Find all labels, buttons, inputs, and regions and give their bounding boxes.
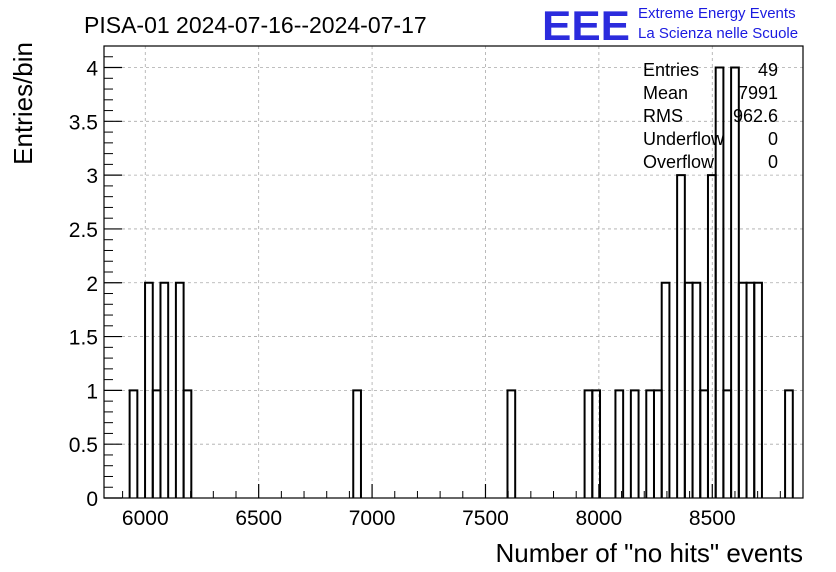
y-tick-label: 1 — [86, 380, 98, 403]
histogram-bin — [182, 389, 193, 498]
x-axis: 6000 6500 7000 7500 8000 8500 — [122, 484, 781, 530]
stats-value: 0 — [768, 129, 778, 149]
stats-value: 49 — [758, 60, 778, 80]
x-tick-label: 7000 — [349, 507, 396, 530]
x-tick-label: 8000 — [576, 507, 623, 530]
y-tick-label: 0.5 — [69, 434, 98, 457]
logo-line-1: Extreme Energy Events — [638, 5, 796, 22]
logo-line-2: La Scienza nelle Scuole — [638, 25, 798, 42]
histogram-bin — [352, 389, 362, 498]
histogram — [128, 66, 794, 498]
stats-label: Mean — [643, 83, 688, 103]
x-tick-label: 7500 — [462, 507, 509, 530]
stats-label: Overflow — [643, 152, 715, 172]
histogram-bin — [614, 389, 625, 498]
x-tick-label: 8500 — [689, 507, 736, 530]
y-axis: 0 0.5 1 1.5 2 2.5 3 3.5 4 — [69, 56, 122, 511]
y-tick-label: 2 — [86, 273, 98, 296]
eee-logo-mark: EEE — [542, 2, 630, 49]
x-tick-label: 6500 — [235, 507, 282, 530]
x-axis-label: Number of "no hits" events — [496, 538, 804, 568]
stats-label: RMS — [643, 106, 683, 126]
stats-value: 0 — [768, 152, 778, 172]
histogram-bin — [128, 389, 139, 498]
histogram-bin — [629, 389, 640, 498]
stats-label: Entries — [643, 60, 699, 80]
y-tick-label: 3.5 — [69, 111, 98, 134]
y-axis-label: Entries/bin — [8, 42, 38, 165]
histogram-bin — [591, 389, 602, 498]
histogram-bin — [506, 389, 517, 498]
stats-value: 7991 — [738, 83, 778, 103]
y-tick-label: 1.5 — [69, 327, 98, 350]
histogram-bin — [753, 281, 763, 498]
stats-value: 962.6 — [733, 106, 778, 126]
histogram-bin — [159, 281, 170, 498]
chart-title: PISA-01 2024-07-16--2024-07-17 — [84, 12, 427, 38]
y-tick-label: 3 — [86, 165, 98, 188]
y-tick-label: 2.5 — [69, 219, 98, 242]
plot-frame — [103, 45, 804, 499]
stats-box: Entries 49 Mean 7991 RMS 962.6 Underflow 0 Overf… — [643, 60, 778, 172]
histogram-bin — [660, 281, 671, 498]
y-tick-label: 0 — [86, 488, 98, 511]
histogram-bin — [784, 389, 794, 498]
y-tick-label: 4 — [86, 58, 98, 81]
histogram-bin — [714, 66, 725, 498]
grid — [104, 46, 803, 498]
x-tick-label: 6000 — [122, 507, 169, 530]
stats-label: Underflow — [643, 129, 725, 149]
